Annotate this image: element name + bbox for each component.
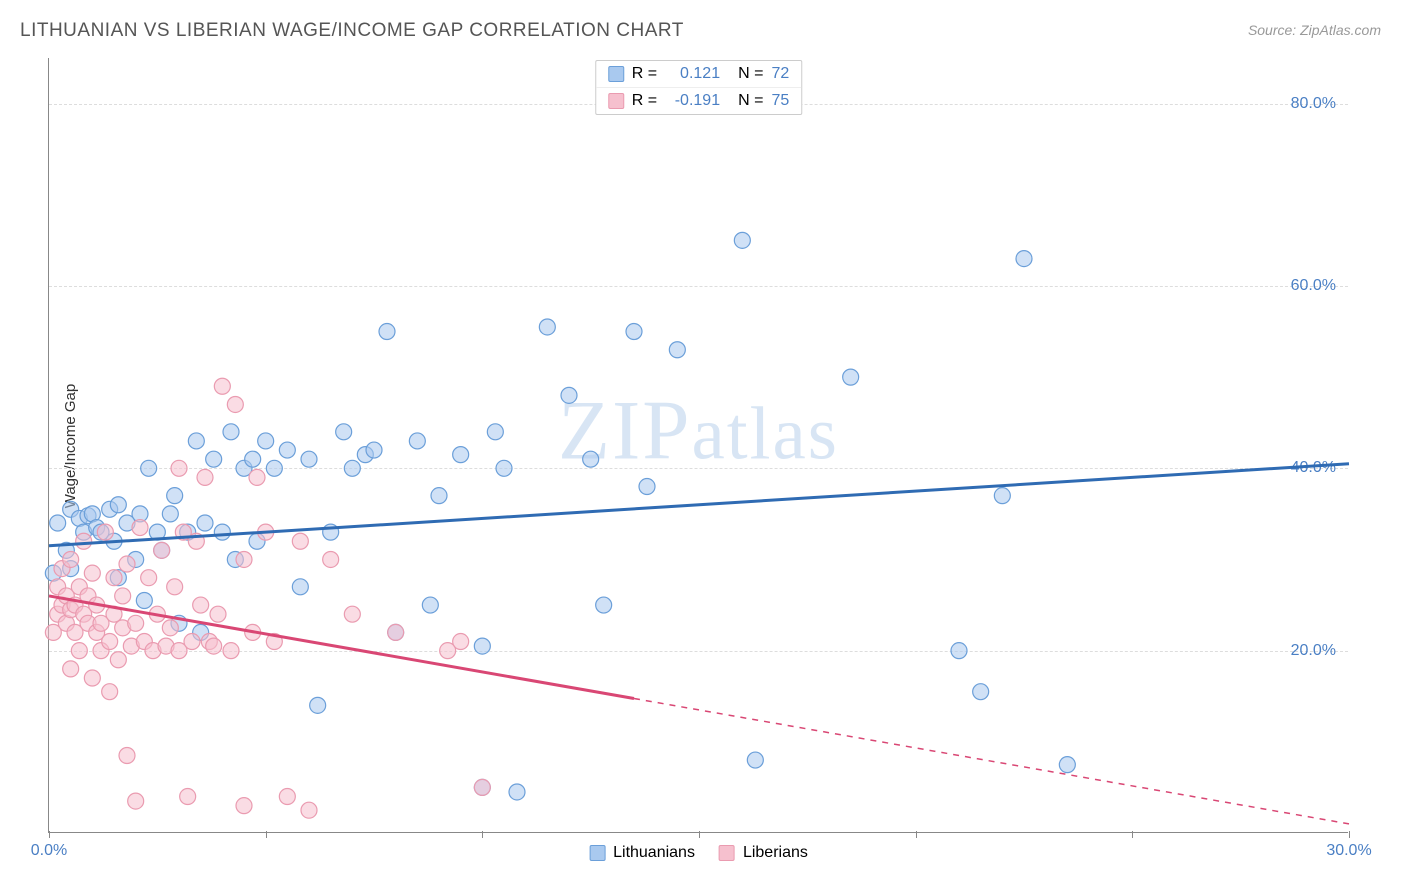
swatch-bottom-1	[719, 845, 735, 861]
legend-row-series-0: R = 0.121 N = 72	[596, 61, 801, 88]
trend-line-solid	[49, 464, 1349, 546]
plot-area: ZIPatlas R = 0.121 N = 72 R = -0.191 N =…	[48, 58, 1348, 833]
chart-container: LITHUANIAN VS LIBERIAN WAGE/INCOME GAP C…	[0, 0, 1406, 892]
correlation-legend: R = 0.121 N = 72 R = -0.191 N = 75	[595, 60, 802, 115]
swatch-series-1	[608, 93, 624, 109]
trend-line-solid	[49, 596, 634, 699]
n-value-1: 75	[771, 92, 789, 110]
series-legend: Lithuanians Liberians	[589, 844, 808, 862]
swatch-series-0	[608, 66, 624, 82]
legend-item-0: Lithuanians	[589, 844, 695, 862]
series-name-1: Liberians	[743, 844, 808, 862]
r-value-1: -0.191	[665, 92, 720, 110]
r-value-0: 0.121	[665, 65, 720, 83]
chart-title: LITHUANIAN VS LIBERIAN WAGE/INCOME GAP C…	[20, 20, 684, 42]
series-name-0: Lithuanians	[613, 844, 695, 862]
legend-item-1: Liberians	[719, 844, 808, 862]
trend-lines	[49, 58, 1348, 832]
x-tick-label: 30.0%	[1326, 842, 1371, 860]
legend-row-series-1: R = -0.191 N = 75	[596, 88, 801, 114]
source-label: Source: ZipAtlas.com	[1248, 22, 1381, 38]
n-value-0: 72	[771, 65, 789, 83]
trend-line-dashed	[634, 699, 1349, 824]
swatch-bottom-0	[589, 845, 605, 861]
x-tick-label: 0.0%	[31, 842, 67, 860]
